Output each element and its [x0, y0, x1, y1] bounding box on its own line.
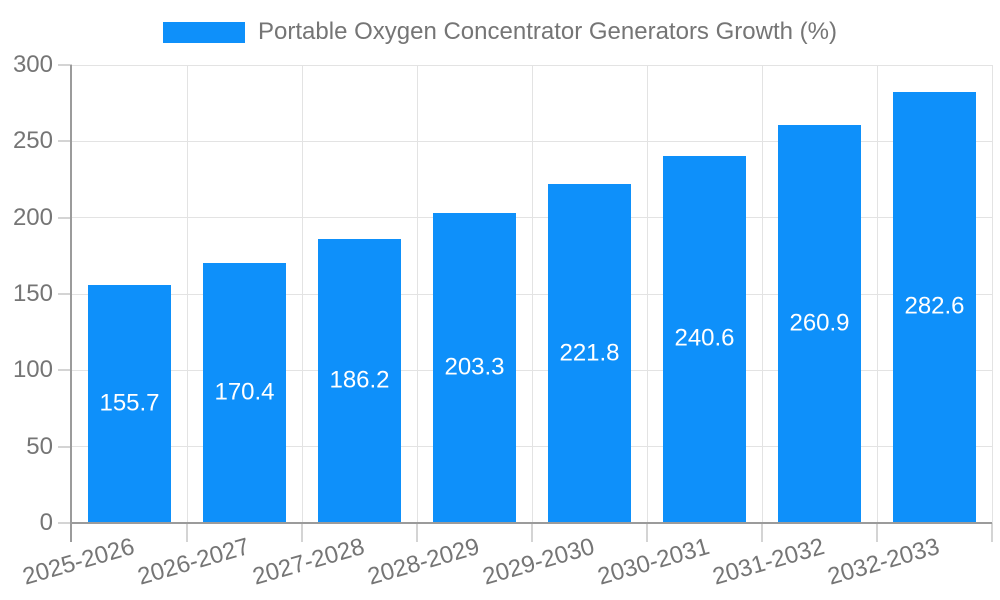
bar-value-label: 260.9: [789, 309, 850, 337]
bar[interactable]: 186.2: [318, 238, 401, 523]
gridline-vertical: [646, 65, 648, 523]
bar[interactable]: 240.6: [663, 155, 746, 523]
bar-value-label: 203.3: [444, 353, 505, 381]
gridline-vertical: [761, 65, 763, 523]
y-axis-label: 0: [39, 509, 53, 536]
x-axis-tick: [876, 523, 878, 542]
y-axis-label: 300: [12, 51, 53, 78]
gridline-vertical: [301, 65, 303, 523]
x-axis-tick: [186, 523, 188, 542]
bar-value-label: 240.6: [674, 324, 735, 352]
bar[interactable]: 282.6: [893, 91, 976, 523]
bar-value-label: 155.7: [99, 389, 160, 417]
y-axis-tick: [58, 369, 72, 372]
bar-value-label: 221.8: [559, 339, 620, 367]
y-axis-tick: [58, 216, 72, 219]
gridline-vertical: [186, 65, 188, 523]
y-axis-tick: [58, 445, 72, 448]
y-axis-tick: [58, 140, 72, 143]
bar[interactable]: 221.8: [548, 184, 631, 523]
x-axis-tick: [301, 523, 303, 542]
y-axis-label: 50: [26, 432, 53, 460]
legend-swatch: [163, 21, 246, 43]
bar[interactable]: 203.3: [433, 212, 516, 523]
gridline-vertical: [416, 65, 418, 523]
bar[interactable]: 170.4: [203, 262, 286, 523]
bar[interactable]: 260.9: [778, 124, 861, 523]
y-axis-label: 200: [12, 203, 53, 231]
bar-value-label: 170.4: [214, 378, 275, 406]
gridline-vertical: [531, 65, 533, 523]
x-axis-tick: [416, 523, 418, 542]
gridline-vertical: [991, 65, 993, 523]
x-axis-line: [72, 522, 992, 524]
bar[interactable]: 155.7: [88, 285, 171, 523]
bar-value-label: 282.6: [904, 292, 965, 320]
legend-item[interactable]: Portable Oxygen Concentrator Generators …: [0, 18, 1000, 46]
x-axis-tick: [991, 523, 993, 542]
y-axis-label: 100: [12, 356, 53, 384]
y-axis-line: [70, 65, 72, 542]
x-axis-tick: [531, 523, 533, 542]
y-axis-label: 150: [12, 280, 53, 307]
y-axis-label: 250: [12, 127, 53, 155]
y-axis-tick: [58, 64, 72, 66]
y-axis-tick: [58, 293, 72, 295]
y-axis-tick: [58, 522, 72, 524]
x-axis-tick: [761, 523, 763, 542]
gridline-vertical: [876, 65, 878, 523]
bar-value-label: 186.2: [329, 366, 390, 394]
legend-label: Portable Oxygen Concentrator Generators …: [258, 18, 837, 45]
x-axis-tick: [646, 523, 648, 542]
